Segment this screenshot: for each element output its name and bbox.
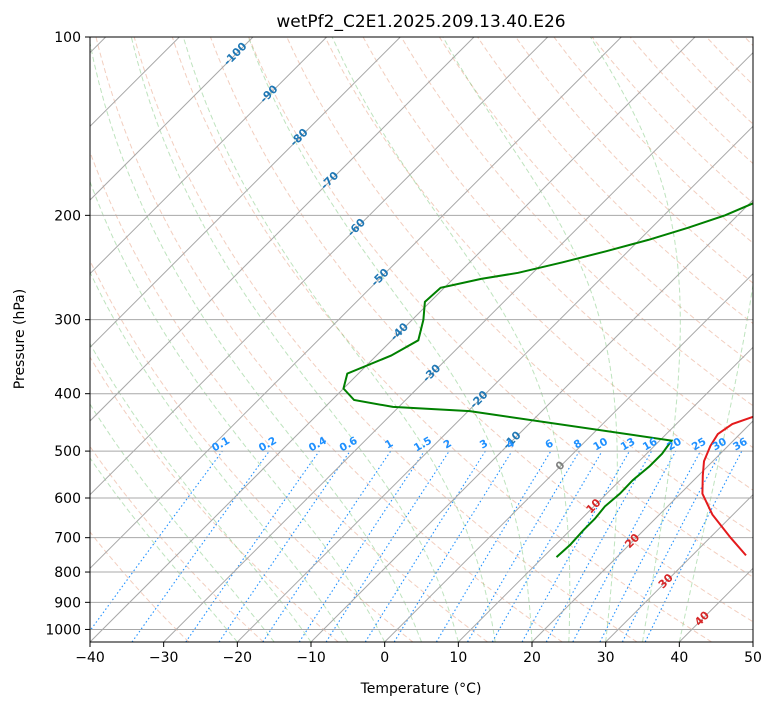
mixing-ratio-line xyxy=(435,450,552,642)
y-tick-label: 900 xyxy=(54,595,81,611)
plot-frame xyxy=(89,36,754,643)
mixing-ratio-line xyxy=(325,450,450,642)
dry-adiabat-line xyxy=(90,356,339,642)
moist-adiabat-line xyxy=(90,40,422,642)
mixing-ratio-line xyxy=(185,450,320,642)
isotherm-line xyxy=(90,37,328,275)
mixing-ratio-line xyxy=(393,450,513,642)
y-tick-label: 200 xyxy=(54,208,81,224)
y-tick-label: 600 xyxy=(54,491,81,507)
moist-adiabat-line xyxy=(90,457,238,642)
mixing-ratio-line xyxy=(521,450,630,642)
mixing-ratio-line xyxy=(218,450,351,642)
isotherm-line xyxy=(457,346,753,642)
y-tick-label: 500 xyxy=(54,444,81,460)
dry-adiabat-line xyxy=(477,37,753,325)
dry-adiabat-line xyxy=(286,37,753,534)
mixing-ratio-line xyxy=(572,450,677,642)
moist-adiabat-line xyxy=(90,271,349,642)
moist-adiabat-line xyxy=(678,282,753,642)
x-axis-label: Temperature (°C) xyxy=(360,681,482,697)
moist-adiabat-line xyxy=(331,37,571,642)
dry-adiabat-line xyxy=(210,37,753,623)
mixing-ratio-line xyxy=(90,450,223,632)
dry-adiabat-line xyxy=(95,37,563,642)
dry-adiabat-line xyxy=(90,259,414,642)
x-tick-label: −40 xyxy=(75,650,105,666)
mixing-ratio-line xyxy=(364,450,486,642)
dry-adiabat-line xyxy=(553,37,753,244)
y-tick-label: 700 xyxy=(54,531,81,547)
moist-adiabat-line xyxy=(182,37,496,642)
dry-adiabat-line xyxy=(324,37,753,491)
dry-adiabat-line xyxy=(438,37,753,365)
dewpoint-profile-line xyxy=(342,202,753,558)
moist-adiabat-line xyxy=(442,37,618,642)
x-axis: −40 −30 −20 −10 0 10 20 30 40 50 xyxy=(75,642,762,666)
moist-adiabat-line xyxy=(247,37,533,642)
mixing-ratio-line xyxy=(467,450,580,642)
dry-adiabat-line xyxy=(171,37,712,642)
y-tick-label: 400 xyxy=(54,387,81,403)
isotherm-line xyxy=(90,37,254,201)
dry-adiabat-line xyxy=(591,37,753,204)
y-tick-label: 100 xyxy=(54,30,81,46)
dry-adiabat-line xyxy=(90,531,190,642)
isotherm-line xyxy=(236,125,753,642)
y-tick-label: 800 xyxy=(54,565,81,581)
moist-adiabats xyxy=(90,37,753,642)
moist-adiabat-line xyxy=(590,37,681,642)
sounding-series xyxy=(342,202,753,558)
isotherm-line xyxy=(90,37,475,422)
mixing-ratio-line xyxy=(131,450,270,642)
mixing-ratio-line xyxy=(491,450,603,642)
x-tick-label: −10 xyxy=(296,650,326,666)
isotherm-line xyxy=(90,37,696,642)
isotherm-grid xyxy=(90,37,753,642)
y-axis-label: Pressure (hPa) xyxy=(12,289,28,389)
x-tick-label: 20 xyxy=(523,650,541,666)
y-axis: 100 200 300 400 500 600 700 800 900 1000 xyxy=(45,30,90,638)
isotherm-line xyxy=(384,272,753,642)
x-tick-label: 40 xyxy=(670,650,688,666)
x-tick-label: 10 xyxy=(449,650,467,666)
chart-title: wetPf2_C2E1.2025.209.13.40.E26 xyxy=(276,12,565,32)
x-tick-label: −20 xyxy=(223,650,253,666)
isobar-grid xyxy=(90,37,753,630)
moist-adiabat-line xyxy=(90,403,275,642)
dry-adiabat-line xyxy=(90,150,488,642)
isotherm-line xyxy=(90,37,622,570)
y-tick-label: 300 xyxy=(54,313,81,329)
isotherm-line xyxy=(163,51,753,642)
moist-adiabat-line xyxy=(90,180,386,642)
x-tick-label: −30 xyxy=(149,650,179,666)
x-tick-label: 30 xyxy=(597,650,615,666)
dry-adiabat-line xyxy=(133,37,638,642)
moist-adiabat-line xyxy=(130,37,459,642)
isotherm-line xyxy=(90,37,549,496)
isotherm-line xyxy=(310,199,753,642)
y-tick-label: 1000 xyxy=(45,622,81,638)
x-tick-label: 50 xyxy=(744,650,762,666)
dry-adiabat-line xyxy=(400,37,753,407)
isotherm-line xyxy=(90,37,401,349)
dry-adiabat-line xyxy=(248,37,753,578)
x-tick-label: 0 xyxy=(380,650,389,666)
isotherm-line xyxy=(531,420,753,642)
isotherm-line xyxy=(605,493,753,642)
temperature-profile-line xyxy=(701,415,753,557)
